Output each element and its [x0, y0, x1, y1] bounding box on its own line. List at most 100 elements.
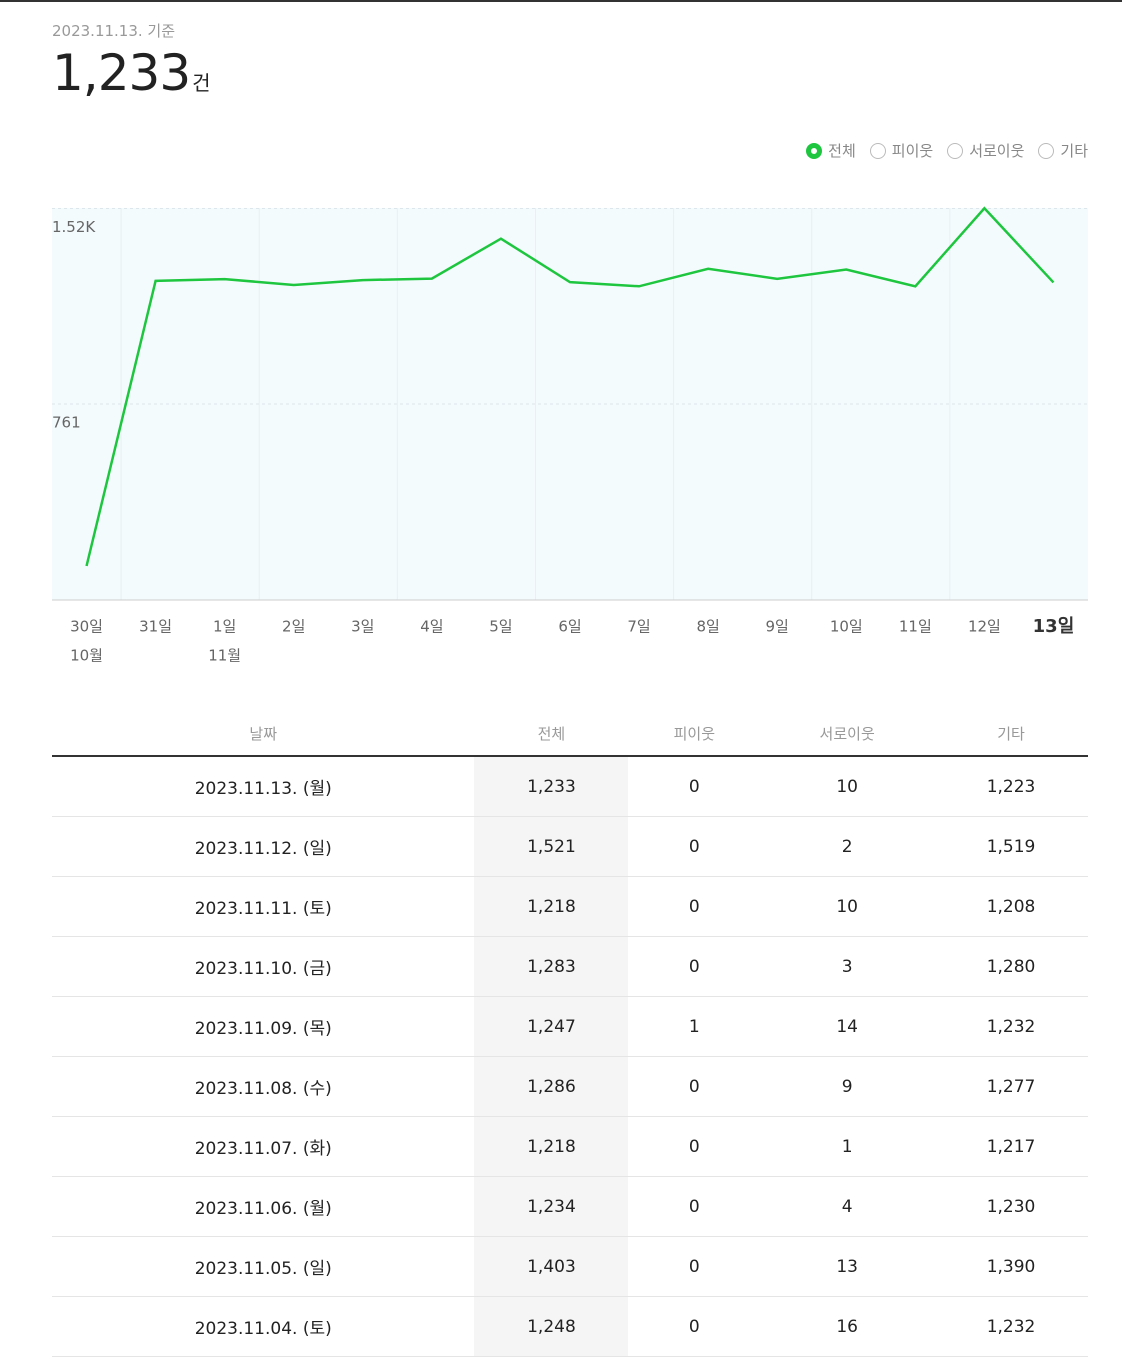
cell: 1,232 — [934, 1296, 1088, 1357]
line — [85, 206, 1055, 567]
chart: 761 1.52K 30일 10월 31일 1일 11월 2일 3일 4일 5일 6일 7일 8일 9일 10… — [52, 206, 1088, 665]
table-row: 2023.11.11. (토) 1,218 0 10 1,208 — [52, 876, 1088, 937]
cell: 0 — [628, 1056, 761, 1117]
column-header: 기타 — [934, 712, 1088, 757]
cell: 2023.11.12. (일) — [52, 816, 475, 877]
x-tick-label: 12일 — [968, 618, 1001, 636]
table-row: 2023.11.13. (월) 1,233 0 10 1,223 — [52, 756, 1088, 817]
table-row: 2023.11.09. (목) 1,247 1 14 1,232 — [52, 996, 1088, 1057]
cell: 1 — [760, 1116, 935, 1177]
filter-option[interactable]: 기타 — [1038, 140, 1088, 161]
cell: 1,234 — [474, 1176, 629, 1237]
filter-label: 피이웃 — [891, 142, 934, 160]
cell: 10 — [760, 756, 935, 817]
table-row: 2023.11.08. (수) 1,286 0 9 1,277 — [52, 1056, 1088, 1117]
filter-label: 서로이웃 — [969, 142, 1025, 160]
cell: 0 — [628, 1176, 761, 1237]
cell: 2023.11.13. (월) — [52, 756, 475, 817]
table-row: 2023.11.05. (일) 1,403 0 13 1,390 — [52, 1236, 1088, 1297]
header-row: 날짜 전체 피이웃 서로이웃 기타 — [52, 712, 1088, 757]
cell: 2023.11.05. (일) — [52, 1236, 475, 1297]
cell: 1,521 — [474, 816, 629, 877]
cell: 2023.11.11. (토) — [52, 876, 475, 937]
x-tick-label: 9일 — [766, 618, 789, 636]
cell: 14 — [760, 996, 935, 1057]
cell: 1,283 — [474, 936, 629, 997]
filter-option[interactable]: 피이웃 — [869, 140, 934, 161]
cell: 1,208 — [934, 876, 1088, 937]
column-header: 날짜 — [52, 712, 475, 757]
month-label: 11월 — [208, 647, 241, 665]
x-tick-label: 2일 — [282, 618, 305, 636]
filter-label: 기타 — [1060, 142, 1088, 160]
cell: 2023.11.07. (화) — [52, 1116, 475, 1177]
cell: 0 — [628, 1296, 761, 1357]
filter-option[interactable]: 서로이웃 — [947, 140, 1024, 161]
x-tick-label: 31일 — [139, 618, 172, 636]
cell: 1,217 — [934, 1116, 1088, 1177]
x-tick-label: 5일 — [489, 618, 512, 636]
x-tick-label: 13일 — [1033, 616, 1075, 637]
cell: 1,218 — [474, 1116, 629, 1177]
x-tick-label: 1일 — [213, 618, 236, 636]
cell: 9 — [760, 1056, 935, 1117]
count: 1,233 건 — [52, 44, 211, 102]
cell: 1 — [628, 996, 761, 1057]
x-tick-label: 7일 — [627, 618, 650, 636]
table: 날짜 전체 피이웃 서로이웃 기타 2023.11.13. (월) 1,233 0 10 1,22… — [52, 712, 1088, 1357]
radio — [947, 142, 964, 159]
table-row: 2023.11.07. (화) 1,218 0 1 1,217 — [52, 1116, 1088, 1177]
cell: 1,519 — [934, 816, 1088, 877]
cell: 2 — [760, 816, 935, 877]
filters: 전체 피이웃 서로이웃 기타 — [806, 140, 1088, 161]
cell: 1,277 — [934, 1056, 1088, 1117]
x-tick-label: 8일 — [696, 618, 719, 636]
cell: 0 — [628, 756, 761, 817]
y-tick-label: 1.52K — [52, 218, 96, 236]
x-tick-label: 3일 — [351, 618, 374, 636]
count-value: 1,233 — [52, 44, 191, 102]
column-header: 피이웃 — [628, 712, 761, 757]
x-tick-label: 6일 — [558, 618, 581, 636]
filter-option[interactable]: 전체 — [806, 140, 856, 161]
cell: 10 — [760, 876, 935, 937]
cell: 1,223 — [934, 756, 1088, 817]
cell: 2023.11.06. (월) — [52, 1176, 475, 1237]
cell: 1,230 — [934, 1176, 1088, 1237]
cell: 0 — [628, 1116, 761, 1177]
x-tick-label: 4일 — [420, 618, 443, 636]
cell: 2023.11.09. (목) — [52, 996, 475, 1057]
month-label: 10월 — [70, 647, 103, 665]
radio — [806, 142, 823, 159]
table-row: 2023.11.12. (일) 1,521 0 2 1,519 — [52, 816, 1088, 877]
column-header: 서로이웃 — [760, 712, 935, 757]
x-tick-label: 10일 — [830, 618, 863, 636]
cell: 2023.11.04. (토) — [52, 1296, 475, 1357]
cell: 1,403 — [474, 1236, 629, 1297]
cell: 4 — [760, 1176, 935, 1237]
cell: 1,232 — [934, 996, 1088, 1057]
cell: 0 — [628, 1236, 761, 1297]
date: 2023.11.13. 기준 — [52, 22, 176, 40]
cell: 1,280 — [934, 936, 1088, 997]
cell: 1,218 — [474, 876, 629, 937]
cell: 0 — [628, 936, 761, 997]
unit: 건 — [192, 71, 210, 95]
y-tick-label: 761 — [52, 414, 81, 432]
cell: 13 — [760, 1236, 935, 1297]
cell: 1,248 — [474, 1296, 629, 1357]
table-row: 2023.11.10. (금) 1,283 0 3 1,280 — [52, 936, 1088, 997]
column-header: 전체 — [474, 712, 629, 757]
top-border — [0, 0, 1122, 2]
cell: 1,286 — [474, 1056, 629, 1117]
cell: 2023.11.10. (금) — [52, 936, 475, 997]
radio — [869, 142, 886, 159]
x-tick-label: 30일 — [70, 618, 103, 636]
radio — [1038, 142, 1055, 159]
cell: 0 — [628, 876, 761, 937]
table-row: 2023.11.06. (월) 1,234 0 4 1,230 — [52, 1176, 1088, 1237]
cell: 2023.11.08. (수) — [52, 1056, 475, 1117]
cell: 16 — [760, 1296, 935, 1357]
x-tick-label: 11일 — [899, 618, 932, 636]
